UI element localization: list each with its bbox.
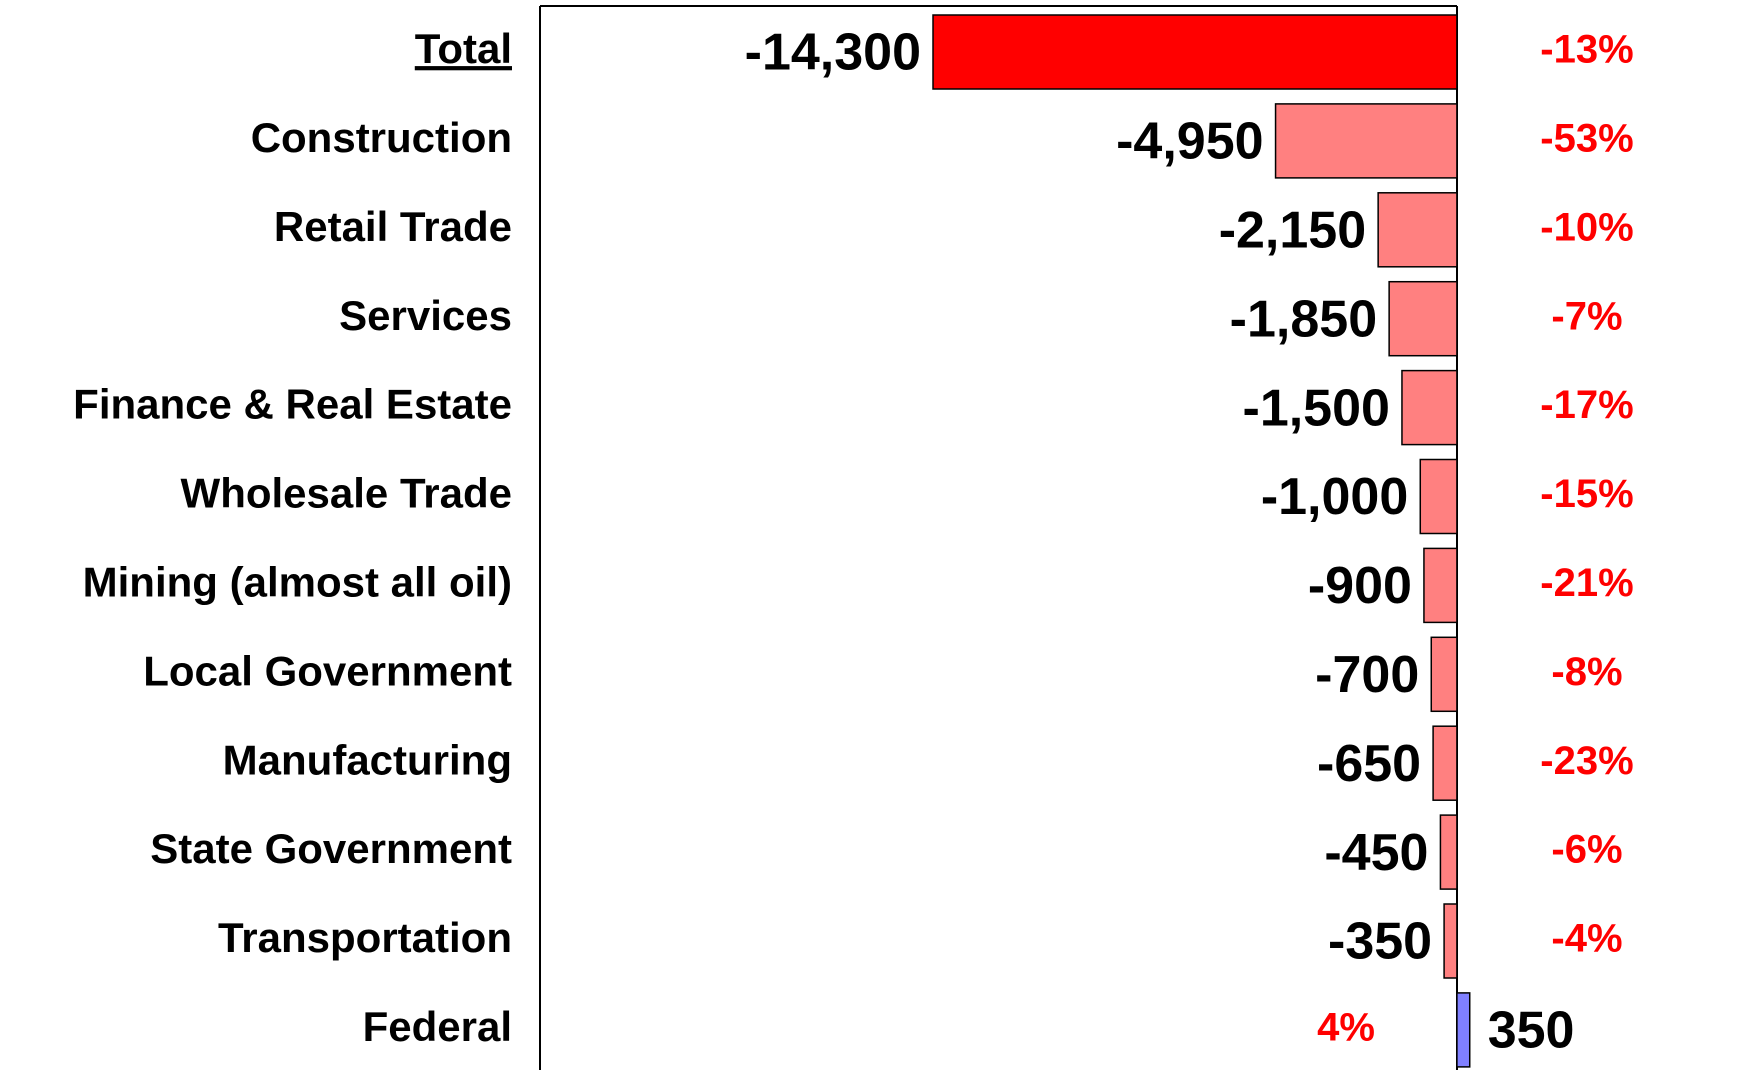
percent-label: -21%	[1540, 561, 1633, 605]
value-label: -1,000	[1261, 468, 1408, 526]
bar	[1388, 280, 1458, 357]
value-label: -450	[1324, 824, 1428, 882]
percent-label: -53%	[1540, 116, 1633, 160]
category-label: State Government	[150, 825, 512, 872]
value-label: -2,150	[1219, 202, 1366, 260]
category-label: Total	[415, 25, 512, 72]
bar	[1439, 814, 1458, 890]
bar	[1456, 992, 1471, 1068]
category-label: Finance & Real Estate	[73, 381, 512, 428]
value-label: -1,500	[1243, 379, 1390, 437]
category-label: Services	[339, 292, 512, 339]
percent-label: -15%	[1540, 472, 1633, 516]
value-label: -4,950	[1116, 113, 1263, 171]
value-label: -700	[1315, 646, 1419, 704]
percent-label: -17%	[1540, 383, 1633, 427]
bar	[1401, 369, 1458, 446]
bar	[1432, 725, 1458, 801]
value-label: -14,300	[745, 24, 921, 82]
percent-label: -8%	[1551, 650, 1622, 694]
bar	[932, 14, 1458, 90]
category-label: Local Government	[143, 647, 512, 694]
value-label: -350	[1328, 913, 1432, 971]
percent-label: -10%	[1540, 205, 1633, 249]
bar	[1377, 192, 1458, 268]
category-label: Federal	[363, 1003, 512, 1050]
percent-label: -23%	[1540, 739, 1633, 783]
category-label: Transportation	[218, 914, 512, 961]
value-label: -650	[1317, 735, 1421, 793]
category-label: Construction	[251, 114, 512, 161]
bar	[1430, 636, 1458, 713]
percent-label: -6%	[1551, 828, 1622, 872]
percent-label: -4%	[1551, 917, 1622, 961]
percent-label: -13%	[1540, 28, 1633, 72]
category-label: Mining (almost all oil)	[83, 558, 512, 605]
category-label: Manufacturing	[223, 736, 512, 783]
category-label: Retail Trade	[274, 203, 512, 250]
value-label: -900	[1308, 557, 1412, 615]
bar	[1423, 547, 1458, 624]
value-label: 350	[1488, 1002, 1575, 1060]
value-label: -1,850	[1230, 290, 1377, 348]
bar	[1274, 103, 1458, 179]
percent-label: 4%	[1317, 1005, 1375, 1049]
category-label: Wholesale Trade	[181, 470, 512, 517]
bar	[1443, 903, 1458, 979]
bar	[1419, 458, 1458, 535]
percent-label: -7%	[1551, 294, 1622, 338]
